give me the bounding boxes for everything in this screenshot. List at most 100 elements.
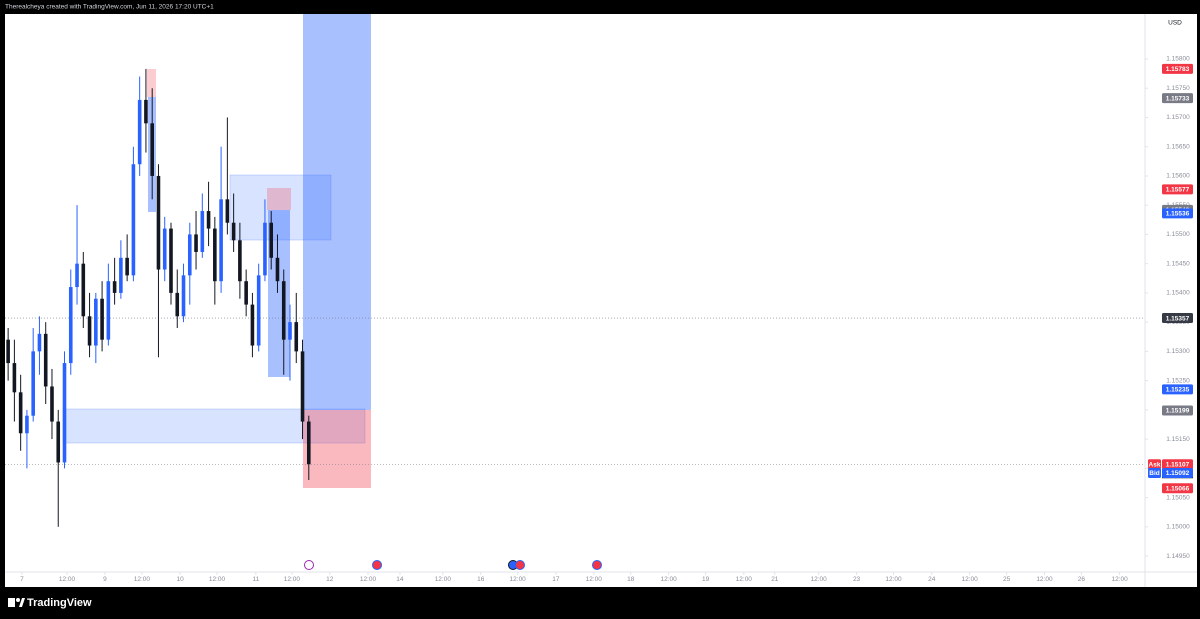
candle-body bbox=[200, 211, 205, 252]
x-tick-label: 16 bbox=[477, 576, 485, 583]
x-tick-label: 12 bbox=[326, 576, 334, 583]
brand-text: TradingView bbox=[27, 597, 92, 609]
candle-body bbox=[150, 123, 154, 176]
price-label-box bbox=[1162, 184, 1193, 195]
price-label-box bbox=[1162, 63, 1193, 74]
x-tick-label: 21 bbox=[771, 576, 779, 583]
event-icon[interactable] bbox=[372, 560, 382, 570]
candle-body bbox=[156, 175, 161, 270]
candle-body bbox=[225, 199, 230, 223]
price-label-box bbox=[1162, 459, 1193, 470]
candle-body bbox=[281, 281, 286, 340]
candle-body bbox=[288, 322, 292, 340]
price-label: 1.15092 bbox=[1166, 470, 1190, 477]
y-tick-label: 1.15650 bbox=[1166, 143, 1190, 150]
candle-body bbox=[269, 222, 274, 258]
x-tick-label: 12:00 bbox=[360, 576, 377, 583]
price-label-box bbox=[1162, 468, 1193, 479]
candle-body bbox=[62, 363, 67, 463]
price-label: 1.15357 bbox=[1166, 315, 1190, 322]
candle-body bbox=[12, 363, 17, 393]
price-label: 1.15235 bbox=[1166, 387, 1190, 394]
y-tick-label: 1.15300 bbox=[1166, 348, 1190, 355]
y-tick-label: 1.15400 bbox=[1166, 290, 1190, 297]
price-tag: Ask bbox=[1149, 461, 1161, 468]
price-label-box bbox=[1162, 405, 1193, 416]
price-tag-box bbox=[1148, 468, 1161, 479]
candle-body bbox=[75, 263, 79, 288]
candle-body bbox=[238, 240, 242, 282]
x-tick-label: 10 bbox=[176, 576, 184, 583]
price-label: 1.15199 bbox=[1166, 408, 1190, 415]
price-tag: Bid bbox=[1149, 470, 1160, 477]
y-tick-label: 1.14950 bbox=[1166, 553, 1190, 560]
logo-mark bbox=[19, 598, 25, 607]
zone-box bbox=[267, 188, 291, 210]
y-tick-label: 1.15050 bbox=[1166, 494, 1190, 501]
candle-body bbox=[43, 333, 48, 387]
y-tick-label: 1.15000 bbox=[1166, 524, 1190, 531]
candle-body bbox=[256, 275, 261, 346]
candle-body bbox=[37, 333, 42, 352]
x-tick-label: 23 bbox=[853, 576, 861, 583]
y-tick-label: 1.15600 bbox=[1166, 173, 1190, 180]
x-tick-label: 12:00 bbox=[284, 576, 301, 583]
candle-body bbox=[181, 275, 186, 317]
stop-zone bbox=[303, 410, 371, 488]
chart-pane bbox=[5, 14, 1197, 587]
y-tick-label: 1.15150 bbox=[1166, 436, 1190, 443]
event-icon[interactable] bbox=[304, 560, 314, 570]
candle-body bbox=[244, 281, 248, 305]
x-tick-label: 7 bbox=[20, 576, 24, 583]
price-label-box bbox=[1162, 313, 1193, 324]
logo-mark bbox=[8, 598, 15, 607]
candle-body bbox=[56, 421, 61, 463]
candle-body bbox=[68, 287, 73, 364]
target-zone bbox=[303, 14, 371, 410]
candle-body bbox=[50, 386, 54, 422]
x-tick-label: 12:00 bbox=[811, 576, 828, 583]
y-tick-label: 1.15250 bbox=[1166, 377, 1190, 384]
candle-body bbox=[100, 298, 104, 340]
event-icons bbox=[304, 560, 602, 570]
candle-body bbox=[213, 228, 217, 282]
candle-body bbox=[175, 292, 180, 317]
header-text: Therealcheya created with TradingView.co… bbox=[5, 4, 214, 11]
candle-body bbox=[106, 281, 111, 340]
candle-body bbox=[119, 257, 123, 293]
event-icon[interactable] bbox=[592, 560, 602, 570]
candle-body bbox=[31, 351, 35, 416]
x-tick-label: 12:00 bbox=[961, 576, 978, 583]
x-tick-label: 11 bbox=[252, 576, 259, 583]
y-tick-label: 1.15750 bbox=[1166, 85, 1190, 92]
candle-body bbox=[275, 257, 280, 282]
candle-body bbox=[231, 222, 236, 241]
x-tick-label: 12:00 bbox=[134, 576, 151, 583]
x-tick-label: 12:00 bbox=[736, 576, 753, 583]
x-tick-label: 12:00 bbox=[1111, 576, 1128, 583]
price-label: 1.15107 bbox=[1166, 461, 1190, 468]
zone-box bbox=[147, 69, 156, 97]
x-tick-label: 9 bbox=[103, 576, 107, 583]
price-label-box bbox=[1162, 483, 1193, 494]
candle-body bbox=[112, 281, 117, 293]
candle-body bbox=[162, 228, 167, 270]
candle-body bbox=[81, 263, 86, 317]
price-label-box bbox=[1162, 208, 1193, 219]
event-icon[interactable] bbox=[515, 560, 525, 570]
x-tick-label: 12:00 bbox=[59, 576, 76, 583]
x-tick-label: 12:00 bbox=[586, 576, 603, 583]
candle-body bbox=[87, 316, 92, 346]
candle-body bbox=[306, 421, 311, 465]
candle-body bbox=[25, 415, 29, 434]
y-tick-label: 1.15800 bbox=[1166, 56, 1190, 63]
brand-logo: TradingView bbox=[8, 597, 92, 609]
candle-body bbox=[94, 298, 98, 346]
price-label-box bbox=[1162, 384, 1193, 395]
x-tick-label: 12:00 bbox=[661, 576, 678, 583]
candle-body bbox=[144, 99, 148, 124]
x-tick-label: 12:00 bbox=[1036, 576, 1053, 583]
logo-mark bbox=[16, 598, 20, 602]
